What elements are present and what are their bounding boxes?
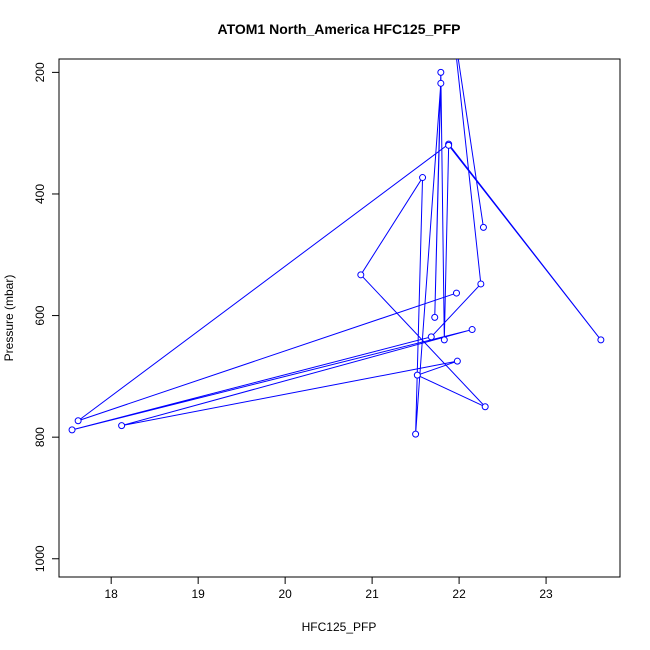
series-line: [71, 59, 602, 435]
data-point: [68, 426, 76, 434]
plot-frame: [58, 58, 621, 578]
y-tick-label: 200: [33, 62, 47, 82]
data-point: [437, 79, 445, 87]
data-point: [468, 326, 476, 334]
data-point: [118, 422, 126, 430]
data-point: [413, 371, 421, 379]
data-point: [74, 417, 82, 425]
series-layer: [68, 15, 605, 438]
y-axis: 200 400 600 800 1000: [33, 62, 60, 572]
data-point: [427, 333, 435, 341]
data-point: [357, 271, 365, 279]
y-axis-label: Pressure (mbar): [2, 275, 16, 362]
data-point: [449, 15, 455, 21]
data-point: [437, 68, 445, 76]
y-tick-label: 800: [33, 427, 47, 447]
plot-area: [58, 15, 621, 578]
x-tick-label: 23: [539, 587, 553, 601]
x-tick-label: 22: [452, 587, 466, 601]
data-point: [453, 357, 461, 365]
data-point: [419, 174, 427, 182]
x-axis-label: HFC125_PFP: [302, 620, 377, 634]
data-point: [479, 223, 487, 231]
y-tick-label: 600: [33, 305, 47, 325]
x-tick-label: 21: [365, 587, 379, 601]
data-point: [445, 141, 453, 149]
data-point: [597, 336, 605, 344]
data-point: [412, 430, 420, 438]
data-point: [452, 289, 460, 297]
x-tick-label: 19: [191, 587, 205, 601]
data-point: [477, 280, 485, 288]
data-point: [431, 313, 439, 321]
data-point: [440, 336, 448, 344]
y-tick-label: 1000: [33, 545, 47, 572]
x-axis: 18 19 20 21 22 23: [105, 576, 553, 601]
chart-title: ATOM1 North_America HFC125_PFP: [218, 21, 461, 37]
data-point: [481, 403, 489, 411]
x-tick-label: 18: [105, 587, 119, 601]
y-tick-label: 400: [33, 184, 47, 204]
x-tick-label: 20: [278, 587, 292, 601]
